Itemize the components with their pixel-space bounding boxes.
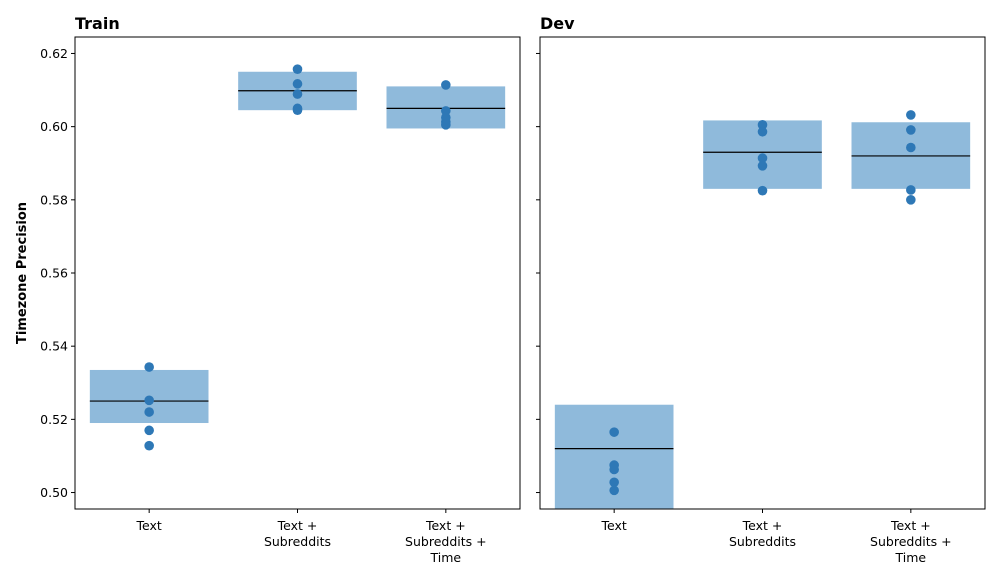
data-point (609, 464, 619, 475)
x-tick-label: Text (601, 518, 627, 533)
y-tick-label: 0.60 (40, 119, 68, 134)
data-point (906, 142, 916, 153)
data-point (292, 64, 303, 74)
y-tick-label: 0.50 (40, 485, 68, 500)
data-point (609, 427, 619, 437)
panel-train: Text Text + Subreddits Text + Subreddits + Ti… (71, 36, 521, 565)
y-axis-label: Timezone Precision (15, 202, 30, 344)
y-tick-label: 0.62 (40, 46, 68, 61)
data-point (292, 79, 303, 89)
data-point (292, 105, 303, 115)
data-point (144, 407, 154, 417)
data-point (757, 120, 768, 130)
x-tick-label: Text + Subreddits + Time (405, 518, 487, 565)
y-axis-ticks: 0.50 0.52 0.54 0.56 0.58 0.60 0.62 (40, 46, 68, 500)
data-point (292, 89, 303, 99)
data-point (757, 126, 768, 137)
data-point (906, 185, 916, 195)
y-tick-label: 0.52 (40, 412, 68, 427)
data-point (609, 485, 619, 496)
data-point (906, 195, 916, 205)
x-tick-label: Text (136, 518, 162, 533)
data-point (441, 80, 451, 90)
data-point (906, 110, 916, 120)
panel-title-dev: Dev (540, 14, 575, 33)
data-point (441, 120, 451, 130)
x-tick-label: Text + Subreddits (729, 518, 796, 549)
data-point (144, 395, 154, 406)
y-tick-label: 0.58 (40, 192, 68, 207)
data-point (144, 362, 154, 372)
data-point (757, 185, 768, 196)
y-tick-label: 0.54 (40, 339, 68, 354)
panel-dev: Text Text + Subreddits Text + Subreddits + Ti… (536, 36, 986, 565)
data-point (609, 477, 619, 488)
data-point (906, 125, 916, 135)
data-point (757, 160, 768, 171)
x-tick-label: Text + Subreddits (264, 518, 331, 549)
data-point (441, 106, 451, 116)
data-point (144, 440, 154, 451)
panel-title-train: Train (75, 14, 120, 33)
data-point (144, 425, 154, 436)
x-tick-label: Text + Subreddits + Time (870, 518, 952, 565)
data-point (757, 153, 768, 163)
y-tick-label: 0.56 (40, 266, 68, 281)
